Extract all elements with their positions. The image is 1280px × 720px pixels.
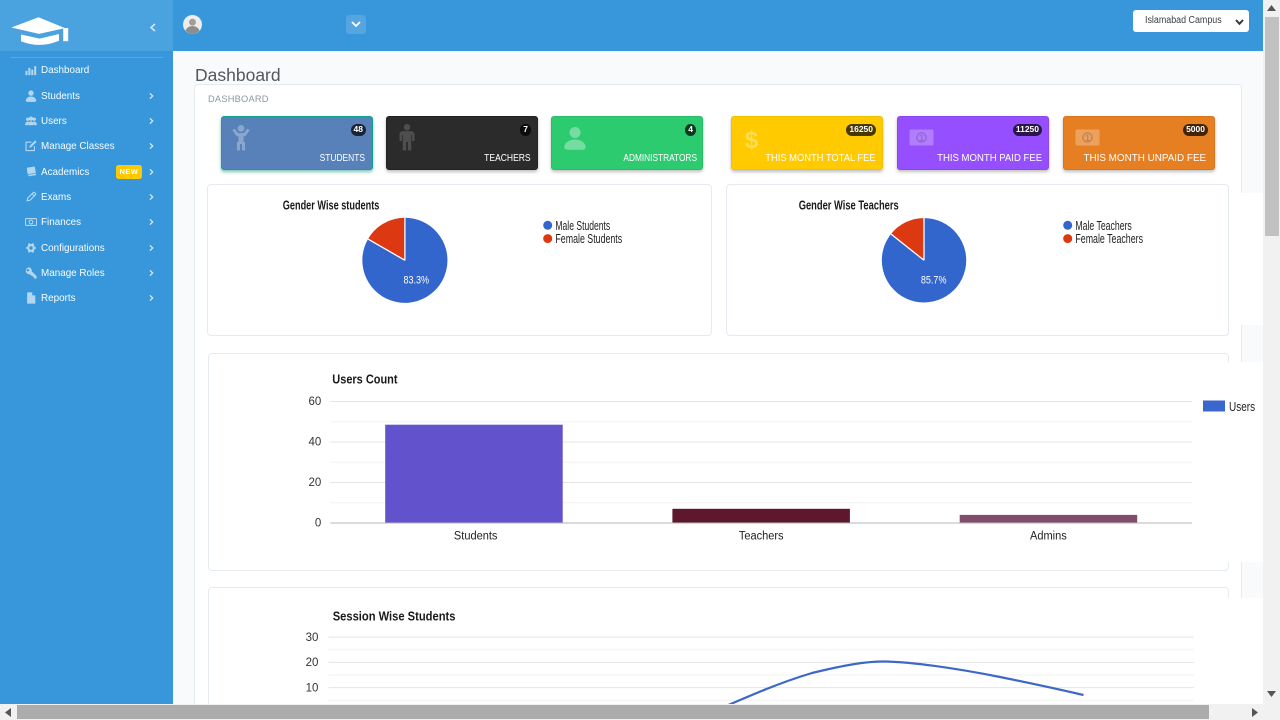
- svg-text:1: 1: [919, 132, 924, 142]
- svg-text:Session Wise Students: Session Wise Students: [333, 609, 456, 624]
- svg-text:Admins: Admins: [1030, 530, 1067, 542]
- svg-text:Teachers: Teachers: [739, 530, 784, 542]
- svg-text:Female Students: Female Students: [555, 233, 622, 247]
- svg-text:30: 30: [306, 632, 319, 644]
- svg-text:Gender Wise students: Gender Wise students: [283, 199, 380, 213]
- svg-text:Users Count: Users Count: [332, 372, 397, 387]
- svg-text:60: 60: [309, 396, 322, 408]
- svg-text:Male Students: Male Students: [555, 219, 610, 233]
- svg-text:40: 40: [309, 437, 322, 449]
- svg-text:20: 20: [309, 477, 322, 489]
- svg-text:1: 1: [1085, 132, 1090, 142]
- svg-text:20: 20: [306, 657, 319, 669]
- svg-text:$: $: [745, 127, 759, 152]
- svg-text:85.7%: 85.7%: [921, 275, 947, 287]
- svg-text:10: 10: [306, 682, 319, 694]
- svg-text:Gender Wise Teachers: Gender Wise Teachers: [799, 199, 899, 213]
- svg-text:Users: Users: [1229, 400, 1255, 415]
- svg-text:0: 0: [315, 518, 321, 530]
- svg-text:83.3%: 83.3%: [404, 275, 430, 287]
- svg-text:Male Teachers: Male Teachers: [1075, 219, 1132, 233]
- svg-text:Female Teachers: Female Teachers: [1075, 233, 1143, 247]
- svg-text:Students: Students: [454, 530, 498, 542]
